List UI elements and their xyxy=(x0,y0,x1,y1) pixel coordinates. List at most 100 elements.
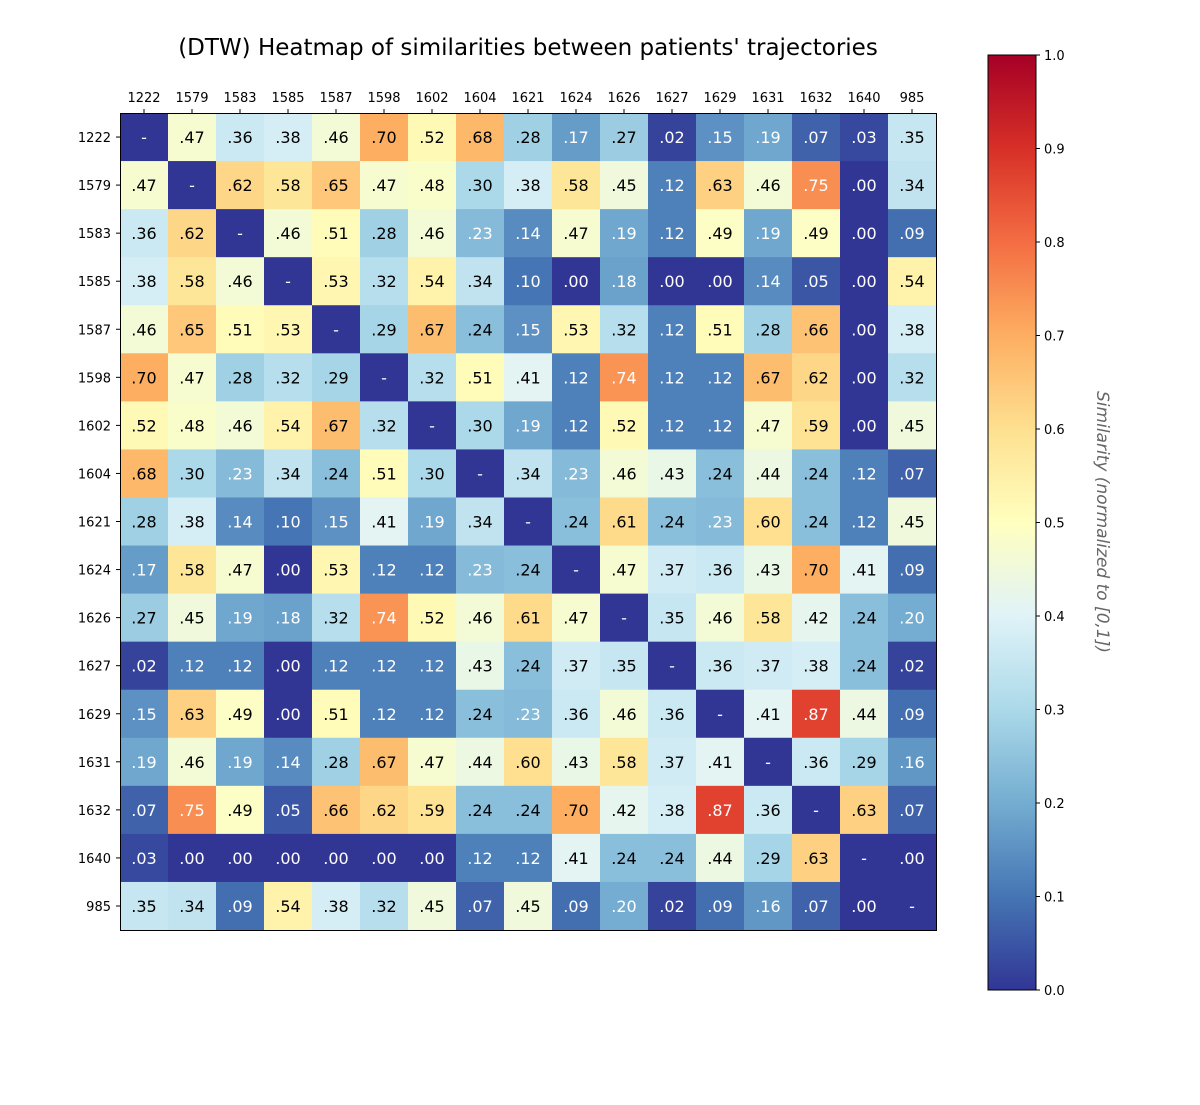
cell-value-label: .63 xyxy=(803,849,828,868)
cell-value-label: .42 xyxy=(803,609,828,628)
heatmap-cell-1621-1624 xyxy=(552,497,601,547)
cell-value-label: .38 xyxy=(659,801,684,820)
cell-value-label: .38 xyxy=(515,176,540,195)
heatmap-cell-1629-1631 xyxy=(744,689,793,739)
heatmap-cell-1626-1629 xyxy=(696,593,745,643)
heatmap-cell-1585-1587 xyxy=(312,257,361,306)
heatmap-cell-1598-1587 xyxy=(312,353,361,402)
cell-value-label: .17 xyxy=(131,561,156,580)
cell-value-label: .43 xyxy=(563,753,588,772)
heatmap-cell-1585-1640 xyxy=(840,257,889,306)
cell-value-label: .46 xyxy=(755,176,780,195)
heatmap-cell-1629-1587 xyxy=(312,689,361,739)
heatmap-cell-1626-1640 xyxy=(840,593,889,643)
y-axis-ticks: 1222 1579 1583 1585 1587 1598 1602 1604 1621 1624… xyxy=(78,131,120,915)
cell-value-label: .41 xyxy=(515,368,540,387)
cell-value-label: .00 xyxy=(371,849,396,868)
cell-value-label: .32 xyxy=(611,320,636,339)
heatmap-cell-1627-1579 xyxy=(168,641,217,691)
cell-value-label: .58 xyxy=(179,561,204,580)
heatmap-cell-1627-1627 xyxy=(648,641,697,691)
heatmap-cell-1604-1598 xyxy=(360,449,409,498)
colorbar xyxy=(987,54,1037,991)
heatmap-cell-1626-1222 xyxy=(120,593,169,643)
cell-value-label: .46 xyxy=(227,272,252,291)
cell-value-label: .47 xyxy=(179,128,204,147)
x-tick-label: 985 xyxy=(900,91,925,106)
heatmap-cell-1583-1598 xyxy=(360,209,409,258)
cell-value-label: .36 xyxy=(131,224,156,243)
heatmap-cell-1222-1626 xyxy=(600,113,649,162)
heatmap-cell-1640-1222 xyxy=(120,833,169,883)
heatmap-cell-1598-1632 xyxy=(792,353,841,402)
cell-value-label: .00 xyxy=(851,176,876,195)
heatmap-cell-1621-1602 xyxy=(408,497,457,547)
cell-value-label: .38 xyxy=(275,128,300,147)
cell-value-label: - xyxy=(429,416,435,435)
heatmap-cell-1579-1598 xyxy=(360,161,409,210)
heatmap-cell-1632-1631 xyxy=(744,785,793,835)
cell-value-label: .60 xyxy=(755,513,780,532)
cell-value-label: .28 xyxy=(371,224,396,243)
colorbar-tick-label: 0.6 xyxy=(1044,423,1065,438)
cell-value-label: .37 xyxy=(563,657,588,676)
heatmap-cell-1632-1640 xyxy=(840,785,889,835)
cell-value-label: - xyxy=(189,176,195,195)
cell-value-label: .15 xyxy=(515,320,540,339)
heatmap-cell-1222-1587 xyxy=(312,113,361,162)
cell-value-label: .24 xyxy=(803,464,828,483)
cell-value-label: .37 xyxy=(659,561,684,580)
cell-value-label: .30 xyxy=(467,176,492,195)
cell-value-label: - xyxy=(237,224,243,243)
heatmap-cell-1626-1632 xyxy=(792,593,841,643)
heatmap-cell-1598-1604 xyxy=(456,353,505,402)
x-tick-label: 1621 xyxy=(511,91,544,106)
cell-value-label: .14 xyxy=(275,753,300,772)
heatmap-cell-1598-985 xyxy=(888,353,937,402)
heatmap-cell-1627-1604 xyxy=(456,641,505,691)
cell-value-label: .38 xyxy=(899,320,924,339)
cell-value-label: .27 xyxy=(131,609,156,628)
heatmap-cell-1629-1222 xyxy=(120,689,169,739)
heatmap-cell-1626-1624 xyxy=(552,593,601,643)
cell-value-label: .24 xyxy=(515,561,540,580)
cell-value-label: .37 xyxy=(659,753,684,772)
cell-value-label: .12 xyxy=(851,513,876,532)
y-tick-label: 1585 xyxy=(78,275,111,290)
cell-value-label: .24 xyxy=(659,849,684,868)
heatmap-cell-1579-1604 xyxy=(456,161,505,210)
cell-value-label: .46 xyxy=(419,224,444,243)
y-tick-label: 1626 xyxy=(78,612,111,627)
cell-value-label: .41 xyxy=(371,513,396,532)
cell-value-label: .48 xyxy=(419,176,444,195)
heatmap-cell-1631-1627 xyxy=(648,737,697,787)
heatmap-cell-1585-1583 xyxy=(216,257,265,306)
heatmap-cell-1598-1579 xyxy=(168,353,217,402)
cell-value-label: .28 xyxy=(755,320,780,339)
cell-value-label: .46 xyxy=(323,128,348,147)
cell-value-label: .20 xyxy=(611,897,636,916)
x-tick-label: 1602 xyxy=(415,91,448,106)
cell-value-label: .60 xyxy=(515,753,540,772)
x-tick-label: 1583 xyxy=(223,91,256,106)
cell-value-label: .12 xyxy=(659,176,684,195)
cell-value-label: .30 xyxy=(179,464,204,483)
heatmap-cell-1626-1604 xyxy=(456,593,505,643)
cell-value-label: .52 xyxy=(419,609,444,628)
cell-value-label: .62 xyxy=(227,176,252,195)
x-axis-ticks: 1222 1579 1583 1585 1587 1598 1602 1604 1621 1624… xyxy=(127,91,924,113)
heatmap-cell-1629-1624 xyxy=(552,689,601,739)
heatmap-cell-1222-1621 xyxy=(504,113,553,162)
heatmap-cell-1632-1627 xyxy=(648,785,697,835)
cell-value-label: .09 xyxy=(707,897,732,916)
y-tick-label: 1632 xyxy=(78,804,111,819)
cell-value-label: .24 xyxy=(467,320,492,339)
colorbar-tick-label: 0.8 xyxy=(1044,236,1065,251)
cell-value-label: .51 xyxy=(227,320,252,339)
heatmap-cell-1598-1598 xyxy=(360,353,409,402)
heatmap-cell-1598-1626 xyxy=(600,353,649,402)
heatmap-cell-1587-1629 xyxy=(696,305,745,354)
cell-value-label: .87 xyxy=(707,801,732,820)
heatmap-cell-985-1621 xyxy=(504,881,553,931)
heatmap-cell-1602-1624 xyxy=(552,401,601,450)
